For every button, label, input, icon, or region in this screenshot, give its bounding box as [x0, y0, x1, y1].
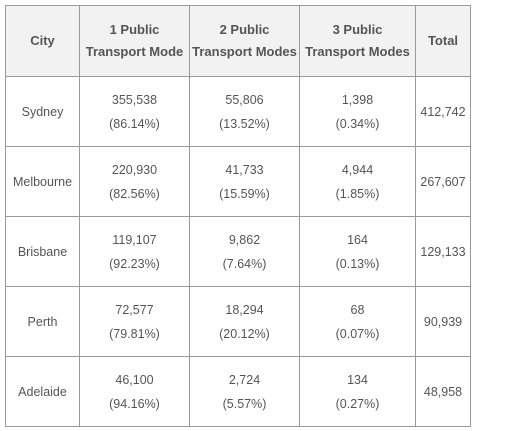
- city-cell: Brisbane: [5, 216, 80, 287]
- total-cell: 48,958: [415, 356, 471, 427]
- mode2-cell: 41,733 (15.59%): [189, 146, 300, 217]
- mode1-cell: 355,538 (86.14%): [79, 76, 190, 147]
- header-total: Total: [415, 5, 471, 77]
- table-row: Adelaide 46,100 (94.16%) 2,724 (5.57%) 1…: [5, 356, 471, 427]
- mode3-cell: 1,398 (0.34%): [299, 76, 416, 147]
- table-row: Brisbane 119,107 (92.23%) 9,862 (7.64%) …: [5, 216, 471, 287]
- mode1-cell: 46,100 (94.16%): [79, 356, 190, 427]
- mode3-cell: 164 (0.13%): [299, 216, 416, 287]
- total-cell: 267,607: [415, 146, 471, 217]
- mode3-cell: 134 (0.27%): [299, 356, 416, 427]
- total-cell: 412,742: [415, 76, 471, 147]
- table-container: City 1 Public Transport Mode 2 Public Tr…: [5, 5, 471, 427]
- header-city: City: [5, 5, 80, 77]
- mode1-cell: 119,107 (92.23%): [79, 216, 190, 287]
- mode1-cell: 220,930 (82.56%): [79, 146, 190, 217]
- mode2-cell: 9,862 (7.64%): [189, 216, 300, 287]
- mode1-cell: 72,577 (79.81%): [79, 286, 190, 357]
- city-cell: Adelaide: [5, 356, 80, 427]
- header-1-mode: 1 Public Transport Mode: [79, 5, 190, 77]
- transport-modes-table: City 1 Public Transport Mode 2 Public Tr…: [5, 5, 471, 427]
- mode3-cell: 68 (0.07%): [299, 286, 416, 357]
- table-row: Sydney 355,538 (86.14%) 55,806 (13.52%) …: [5, 76, 471, 147]
- header-3-modes: 3 Public Transport Modes: [299, 5, 416, 77]
- total-cell: 129,133: [415, 216, 471, 287]
- header-2-modes: 2 Public Transport Modes: [189, 5, 300, 77]
- table-row: Perth 72,577 (79.81%) 18,294 (20.12%) 68…: [5, 286, 471, 357]
- header-row: City 1 Public Transport Mode 2 Public Tr…: [5, 5, 471, 77]
- mode2-cell: 55,806 (13.52%): [189, 76, 300, 147]
- table-row: Melbourne 220,930 (82.56%) 41,733 (15.59…: [5, 146, 471, 217]
- city-cell: Melbourne: [5, 146, 80, 217]
- city-cell: Perth: [5, 286, 80, 357]
- city-cell: Sydney: [5, 76, 80, 147]
- mode2-cell: 2,724 (5.57%): [189, 356, 300, 427]
- mode2-cell: 18,294 (20.12%): [189, 286, 300, 357]
- total-cell: 90,939: [415, 286, 471, 357]
- mode3-cell: 4,944 (1.85%): [299, 146, 416, 217]
